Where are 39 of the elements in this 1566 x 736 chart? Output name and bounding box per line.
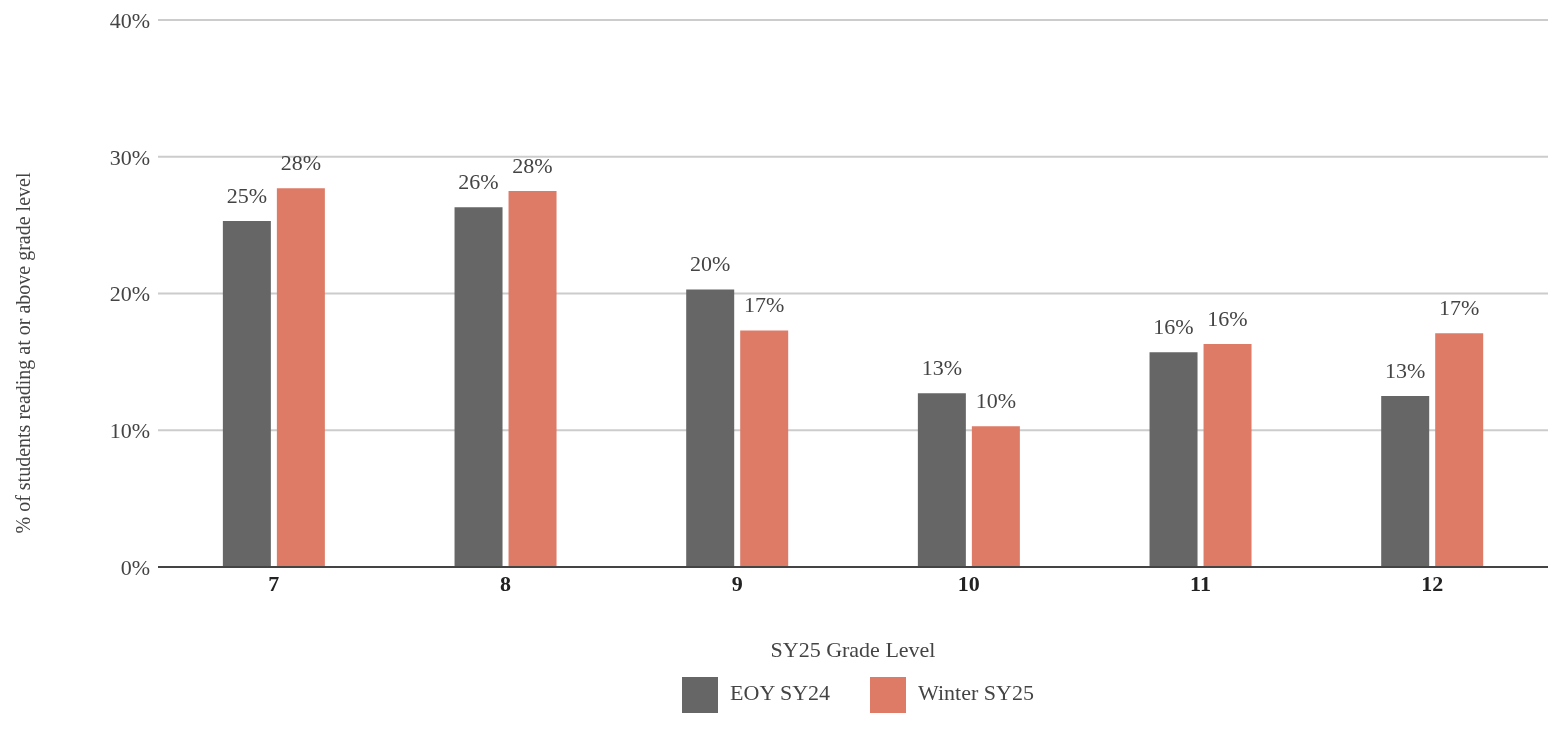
x-tick-label: 7 <box>268 570 280 596</box>
bar <box>686 289 735 567</box>
bar <box>276 188 325 567</box>
y-tick-label: 20% <box>109 281 150 307</box>
data-label: 13% <box>921 355 963 381</box>
bar <box>1381 396 1430 567</box>
data-label: 28% <box>512 152 553 178</box>
data-label: 20% <box>690 251 731 277</box>
y-tick-label: 10% <box>109 418 150 444</box>
x-tick-label: 8 <box>500 570 511 596</box>
x-tick-label: 12 <box>1421 570 1444 596</box>
data-label: 28% <box>280 150 322 176</box>
bar <box>1435 333 1484 567</box>
y-axis-title: % of students reading at or above grade level <box>12 172 36 534</box>
x-axis-title: SY25 Grade Level <box>770 637 936 662</box>
legend-label: EOY SY24 <box>730 680 831 706</box>
data-label: 16% <box>1153 314 1194 340</box>
x-tick-label: 9 <box>731 570 743 596</box>
data-label: 17% <box>744 292 785 318</box>
bar <box>1203 344 1252 567</box>
bar <box>917 393 966 567</box>
y-tick-label: 0% <box>120 554 150 580</box>
y-tick-label: 30% <box>109 144 150 170</box>
data-label: 10% <box>975 388 1017 414</box>
bar <box>454 207 503 567</box>
bar <box>508 190 557 567</box>
bar <box>971 426 1020 567</box>
data-label: 25% <box>226 183 268 209</box>
data-label: 26% <box>458 169 499 195</box>
data-label: 16% <box>1207 306 1248 332</box>
data-label: 17% <box>1439 295 1480 321</box>
bar <box>1149 352 1198 567</box>
bar <box>222 221 271 567</box>
bar <box>740 330 789 567</box>
x-tick-label: 11 <box>1190 570 1211 596</box>
legend-label: Winter SY25 <box>918 680 1034 706</box>
x-tick-label: 10 <box>957 570 980 596</box>
data-label: 13% <box>1385 358 1426 384</box>
y-tick-label: 40% <box>109 7 150 33</box>
